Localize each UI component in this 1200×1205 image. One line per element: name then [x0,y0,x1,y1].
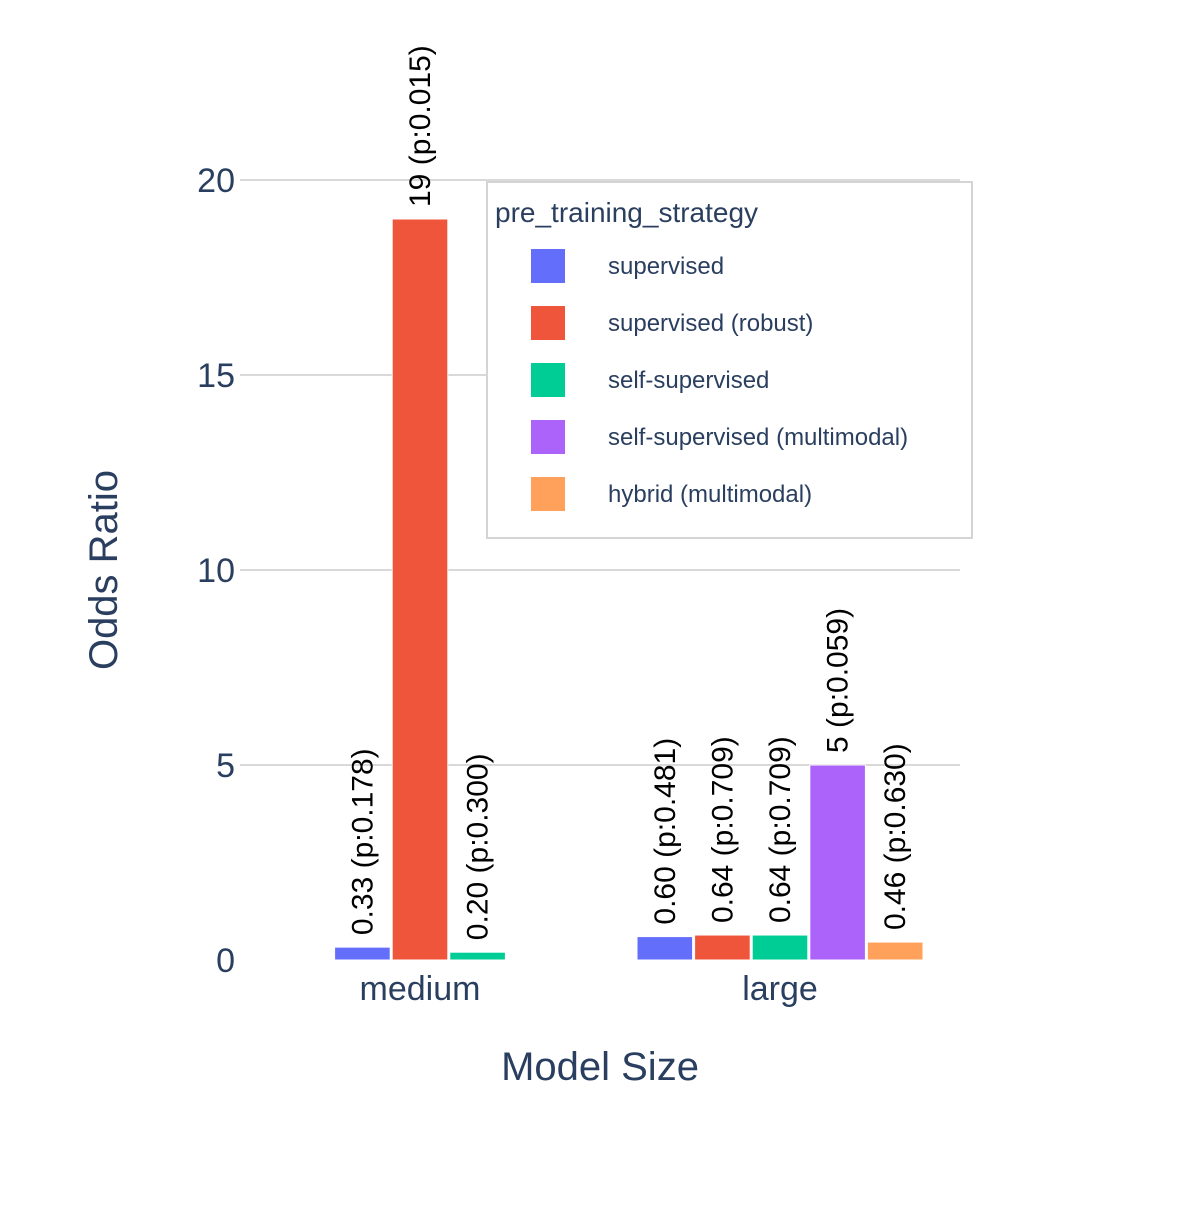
legend-title: pre_training_strategy [495,197,758,228]
y-tick-label: 15 [197,357,235,395]
legend-swatch [531,477,565,511]
bar [449,951,506,961]
y-tick-label: 10 [197,552,235,590]
data-label: 0.60 (p:0.481) [649,738,682,925]
y-tick-label: 0 [216,942,235,980]
axis-layer: Odds Ratio Model Size 0 5 10 15 20 medium larg… [82,162,818,1089]
legend-box [486,181,973,539]
x-axis-title: Model Size [501,1045,699,1089]
legend-label: supervised [608,253,724,280]
x-tick-label: large [742,970,818,1008]
bar [334,946,391,961]
y-tick-label: 20 [197,162,235,200]
x-tick-label: medium [360,970,481,1008]
bar [751,934,809,961]
legend-items: supervised supervised (robust) self-superv… [531,249,908,511]
legend-label: self-supervised (multimodal) [608,424,908,451]
legend-label: hybrid (multimodal) [608,481,812,508]
legend-label: self-supervised [608,367,769,394]
bar [866,941,924,961]
data-label: 0.64 (p:0.709) [706,736,739,923]
data-label: 0.20 (p:0.300) [462,753,495,940]
legend-swatch [531,420,565,454]
legend-swatch [531,363,565,397]
data-label: 0.33 (p:0.178) [346,748,379,935]
y-axis-title: Odds Ratio [82,470,126,670]
label-layer: 0.33 (p:0.178) 19 (p:0.015) 0.20 (p:0.300)… [346,45,912,940]
legend-swatch [531,249,565,283]
bar-layer [334,218,924,961]
legend: pre_training_strategy supervisedsupervis… [486,181,973,539]
bar [636,936,694,961]
bar [694,934,751,961]
data-label: 0.64 (p:0.709) [764,736,797,923]
y-tick-label: 5 [216,747,235,785]
legend-label: supervised (robust) [608,310,813,337]
legend-swatch [531,306,565,340]
data-label: 5 (p:0.059) [822,608,855,753]
data-label: 19 (p:0.015) [404,45,437,207]
bar [391,218,449,961]
bar [809,764,866,961]
data-label: 0.46 (p:0.630) [879,743,912,930]
